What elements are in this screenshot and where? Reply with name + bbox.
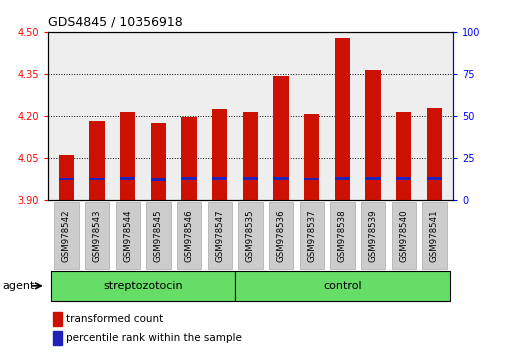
Bar: [426, 177, 441, 180]
Text: GSM978547: GSM978547: [215, 209, 224, 262]
Text: GSM978538: GSM978538: [337, 209, 346, 262]
Text: GSM978546: GSM978546: [184, 209, 193, 262]
Text: GSM978543: GSM978543: [92, 209, 102, 262]
Bar: [150, 123, 166, 200]
Bar: [334, 177, 349, 180]
Bar: [59, 178, 74, 181]
Text: GSM978535: GSM978535: [245, 209, 255, 262]
Bar: [273, 76, 288, 200]
Bar: [59, 155, 74, 200]
Text: GSM978542: GSM978542: [62, 209, 71, 262]
Text: agent: agent: [3, 281, 35, 291]
Bar: [120, 177, 135, 179]
Bar: [89, 121, 105, 200]
Bar: [395, 177, 411, 180]
Bar: [304, 178, 319, 181]
Text: GSM978541: GSM978541: [429, 209, 438, 262]
Bar: [181, 117, 196, 200]
Bar: [365, 70, 380, 200]
Text: percentile rank within the sample: percentile rank within the sample: [66, 333, 242, 343]
Bar: [273, 177, 288, 180]
Bar: [242, 177, 258, 180]
Bar: [212, 177, 227, 180]
Bar: [89, 178, 105, 181]
Text: GSM978539: GSM978539: [368, 209, 377, 262]
Bar: [242, 112, 258, 200]
Text: GSM978545: GSM978545: [154, 209, 163, 262]
Bar: [426, 108, 441, 200]
Text: streptozotocin: streptozotocin: [103, 281, 183, 291]
Text: GSM978540: GSM978540: [398, 209, 408, 262]
Bar: [334, 38, 349, 200]
Text: transformed count: transformed count: [66, 314, 163, 324]
Bar: [212, 109, 227, 200]
Bar: [365, 177, 380, 180]
Text: GSM978544: GSM978544: [123, 209, 132, 262]
Bar: [395, 112, 411, 200]
Bar: [181, 177, 196, 180]
Bar: [150, 178, 166, 181]
Text: GSM978537: GSM978537: [307, 209, 316, 262]
Text: control: control: [323, 281, 361, 291]
Text: GDS4845 / 10356918: GDS4845 / 10356918: [48, 15, 182, 28]
Bar: [304, 114, 319, 200]
Bar: [120, 112, 135, 200]
Text: GSM978536: GSM978536: [276, 209, 285, 262]
